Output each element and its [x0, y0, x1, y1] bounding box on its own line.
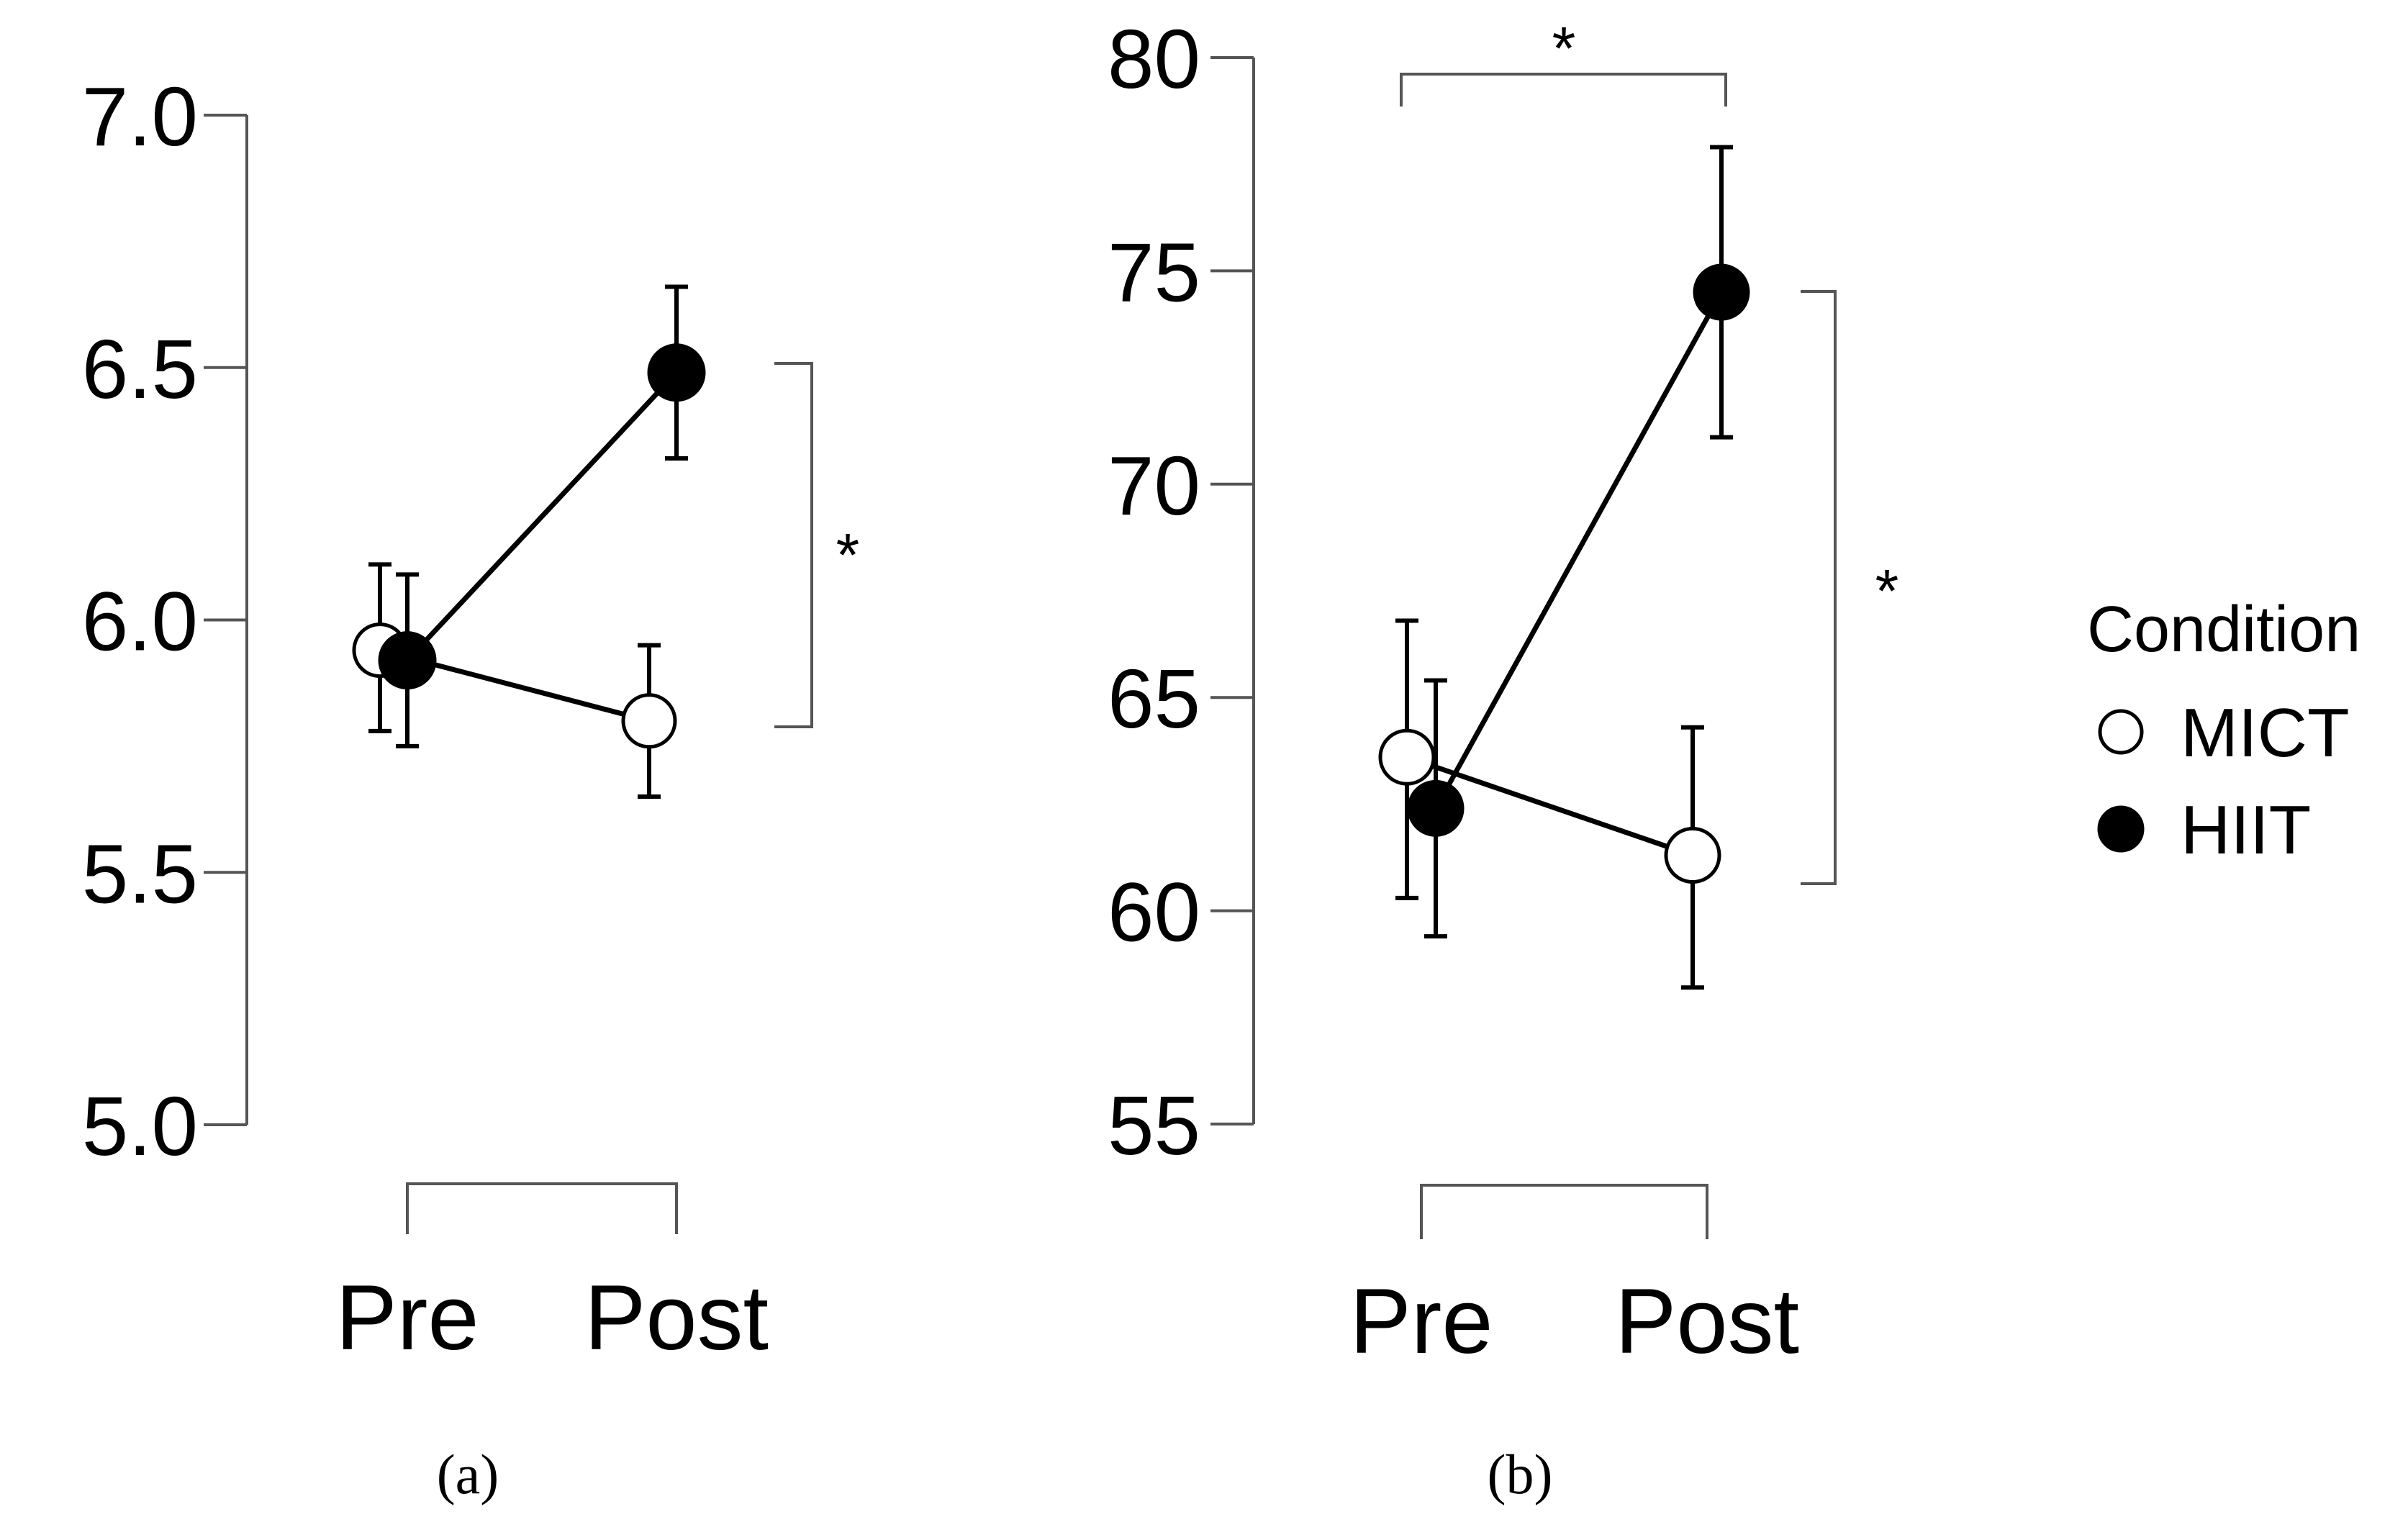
panel-a-x-axis: [406, 1182, 678, 1234]
panel-a-x-axis-bracket: [406, 1182, 678, 1234]
panel-b-y-tick-label: 75: [1108, 225, 1200, 319]
panel-a: 5.0 5.5 6.0 6.5 7.0 Pre Post * (a): [82, 70, 860, 1505]
panel-b-y-tick-label: 65: [1108, 652, 1200, 746]
panel-b-point-mict: [1664, 827, 1721, 884]
panel-a-y-tick-label: 5.5: [82, 827, 198, 920]
panel-a-data: [352, 284, 706, 799]
panel-b-group-bracket: [1801, 290, 1837, 885]
legend: Condition MICT HIIT: [2087, 594, 2361, 869]
panel-a-y-axis: 5.0 5.5 6.0 6.5 7.0: [82, 70, 248, 1173]
panel-b-x-tick-label-post: Post: [1615, 1270, 1799, 1373]
legend-marker-hiit: [2097, 805, 2145, 853]
panel-a-group-bracket: [774, 362, 813, 728]
panel-b: 55 60 65 70 75 80 Pre Post * * (b): [1108, 12, 1898, 1505]
panel-b-series-lines: [1406, 291, 1724, 858]
panel-b-significance: * *: [1400, 14, 1899, 885]
panel-b-time-significance-star: *: [1552, 14, 1576, 82]
panel-b-data: [1378, 145, 1750, 990]
panel-b-point-hiit: [1693, 263, 1750, 321]
panel-a-points: [352, 343, 706, 749]
panel-a-y-tick-label: 5.0: [82, 1079, 198, 1173]
panel-a-y-tick-label: 6.0: [82, 575, 198, 669]
panel-a-point-mict: [621, 693, 677, 749]
panel-a-line-hiit: [405, 371, 679, 663]
panel-b-y-tick-label: 80: [1108, 12, 1200, 106]
panel-a-point-hiit: [647, 343, 706, 402]
panel-a-x-tick-label-post: Post: [584, 1267, 769, 1369]
panel-b-points: [1378, 263, 1750, 884]
panel-a-significance: *: [774, 362, 860, 728]
panel-a-x-tick-label-pre: Pre: [335, 1267, 479, 1369]
legend-label-mict: MICT: [2181, 694, 2350, 771]
panel-b-y-tick-label: 55: [1108, 1079, 1200, 1172]
panel-a-group-significance-star: *: [836, 521, 860, 589]
panel-b-label: (b): [1488, 1443, 1553, 1505]
panel-b-point-mict: [1378, 728, 1436, 786]
panel-b-x-tick-label-pre: Pre: [1349, 1270, 1493, 1373]
panel-b-line-hiit: [1433, 291, 1724, 810]
panel-b-x-axis: [1420, 1184, 1708, 1239]
panel-a-point-hiit: [378, 631, 437, 690]
panel-b-y-tick-label: 70: [1108, 439, 1200, 533]
legend-label-hiit: HIIT: [2181, 792, 2311, 869]
panel-a-y-tick-label: 7.0: [82, 70, 198, 163]
panel-a-label: (a): [437, 1443, 499, 1505]
panel-b-point-hiit: [1407, 779, 1465, 837]
panel-b-y-tick-label: 60: [1108, 866, 1200, 959]
panel-b-group-significance-star: *: [1875, 557, 1899, 625]
panel-a-y-tick-label: 6.5: [82, 322, 198, 416]
panel-b-x-axis-bracket: [1420, 1184, 1708, 1239]
legend-title: Condition: [2087, 594, 2361, 666]
legend-marker-mict: [2098, 709, 2144, 755]
panel-b-y-axis: 55 60 65 70 75 80: [1108, 12, 1255, 1172]
panel-b-time-bracket: [1400, 73, 1727, 107]
